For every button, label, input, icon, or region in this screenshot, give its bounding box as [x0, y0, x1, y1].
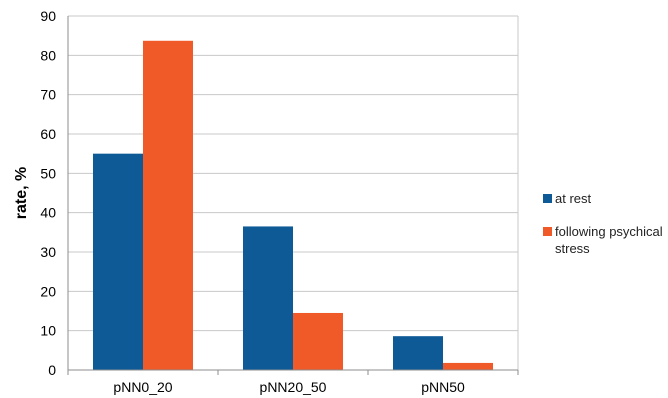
y-tick-labels: 0 10 20 30 40 50 60 70 80 90 [40, 8, 56, 378]
y-tick-0: 0 [48, 362, 56, 378]
legend-item-at-rest: at rest [543, 190, 668, 207]
y-tick-50: 50 [40, 165, 56, 181]
x-tick-pnn0-20: pNN0_20 [113, 379, 172, 395]
bar-following-psychical-stress-pnn0-20 [143, 40, 193, 370]
bar-following-psychical-stress-pnn50 [443, 362, 493, 370]
legend: at rest following psychical stress [543, 190, 668, 273]
axes [67, 16, 519, 375]
legend-item-following-psychical-stress: following psychical stress [543, 223, 668, 257]
y-tick-10: 10 [40, 323, 56, 339]
legend-swatch-at-rest [543, 194, 552, 203]
y-tick-90: 90 [40, 8, 56, 24]
bar-at-rest-pnn0-20 [93, 153, 143, 370]
y-tick-20: 20 [40, 283, 56, 299]
y-tick-80: 80 [40, 47, 56, 63]
x-tick-labels: pNN0_20 pNN20_50 pNN50 [113, 379, 465, 395]
bar-at-rest-pnn20-50 [243, 226, 293, 370]
y-tick-70: 70 [40, 87, 56, 103]
y-tick-30: 30 [40, 244, 56, 260]
y-tick-60: 60 [40, 126, 56, 142]
x-tick-pnn50: pNN50 [421, 379, 465, 395]
y-axis-title: rate, % [13, 167, 30, 219]
legend-label-following-psychical-stress: following psychical stress [555, 224, 663, 256]
legend-label-at-rest: at rest [555, 191, 592, 206]
bar-at-rest-pnn50 [393, 336, 443, 370]
legend-swatch-following-psychical-stress [543, 227, 552, 236]
bar-following-psychical-stress-pnn20-50 [293, 312, 343, 370]
x-tick-pnn20-50: pNN20_50 [260, 379, 327, 395]
bars [93, 40, 493, 370]
y-tick-40: 40 [40, 205, 56, 221]
